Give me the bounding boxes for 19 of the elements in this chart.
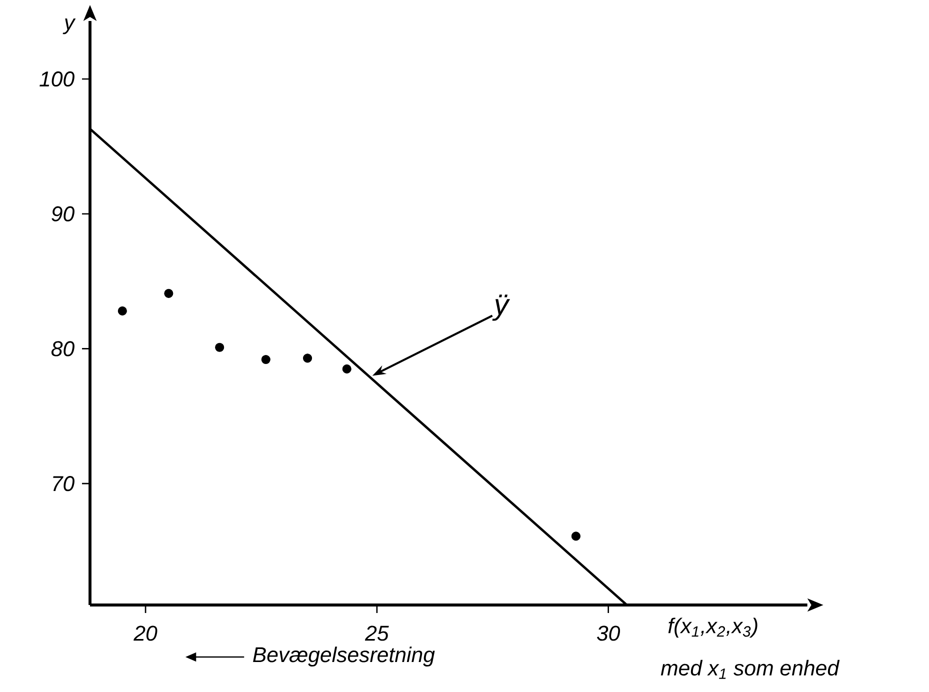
x-tick-label: 25	[364, 626, 389, 641]
point	[215, 342, 224, 352]
y-tick-label: 90	[52, 206, 74, 222]
point	[261, 354, 270, 364]
y-axis-title: y	[62, 18, 76, 34]
point	[342, 364, 352, 374]
x-tick-label: 20	[134, 626, 158, 641]
x-tick-label: 30	[596, 626, 620, 641]
x-axis-title: f(x$_{1}$,x$_{2}$,x$_{3}$)	[668, 618, 758, 638]
annotation: ÿ	[492, 294, 510, 321]
point	[118, 306, 127, 316]
point	[571, 532, 580, 541]
text: Bevægelsesretning	[253, 646, 435, 666]
point	[302, 354, 312, 363]
text: med x$_{1}$ som enhed	[660, 660, 840, 679]
y-tick-label: 100	[40, 71, 74, 87]
y-tick-label: 70	[53, 476, 74, 492]
y-tick-label: 80	[51, 341, 74, 356]
point	[164, 288, 174, 298]
